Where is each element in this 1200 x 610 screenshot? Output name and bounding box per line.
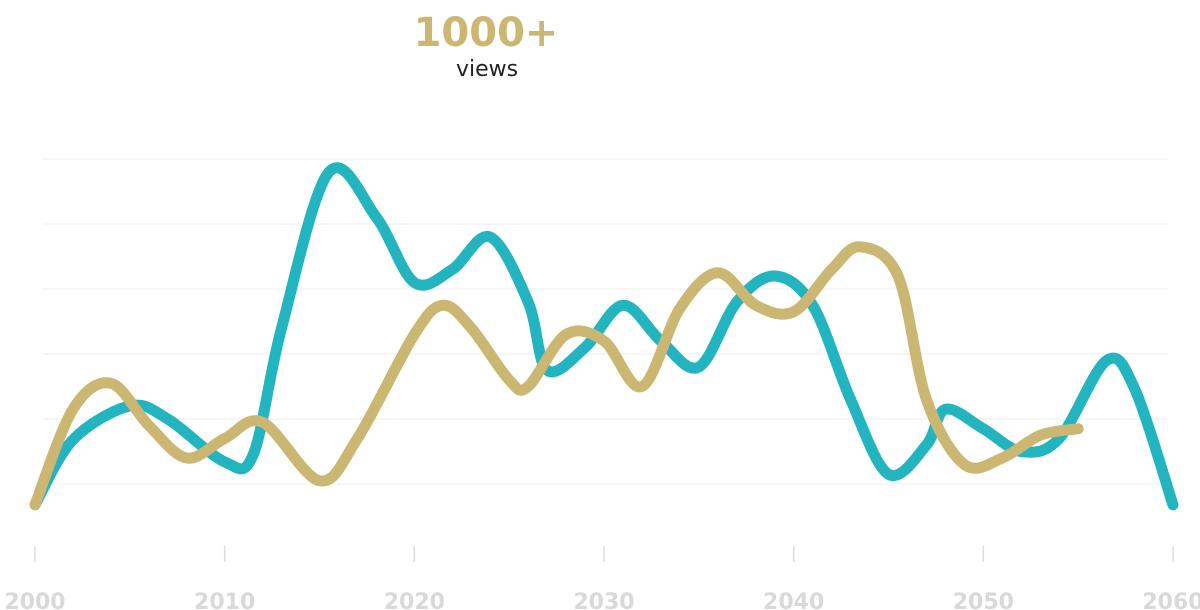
x-tick-label: 2060 (1142, 590, 1200, 610)
line (29, 241, 1084, 511)
x-tick-label: 2000 (4, 590, 65, 610)
x-tick-label: 2040 (763, 590, 824, 610)
annotation-value: 1000+ (414, 10, 559, 56)
x-tick-label: 2030 (573, 590, 634, 610)
annotation-label: views (456, 57, 518, 82)
x-tick-label: 2010 (194, 590, 255, 610)
x-tick-label: 2050 (953, 590, 1014, 610)
line (29, 162, 1179, 511)
x-tick-label: 2020 (384, 590, 445, 610)
